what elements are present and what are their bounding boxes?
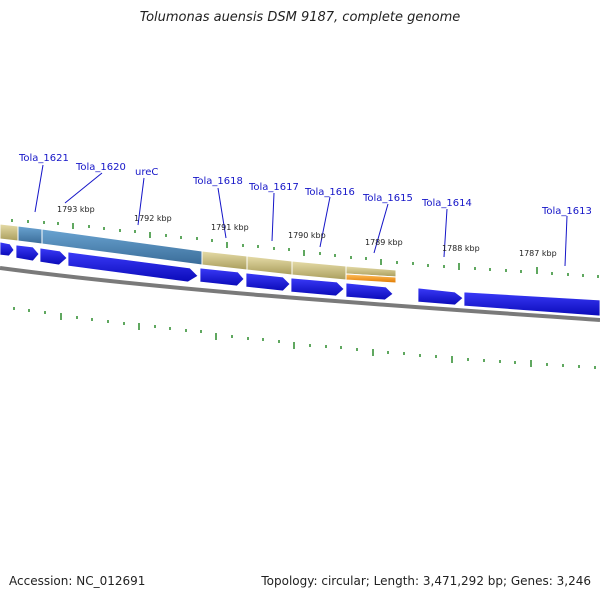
feature-tola-1615-orange	[345, 273, 397, 284]
genome-backbone	[0, 266, 600, 322]
gene-arrow-urec[interactable]	[67, 251, 199, 283]
feature-tola-1621[interactable]	[17, 225, 43, 245]
ruler-label-1790: 1790 kbp	[288, 231, 326, 240]
ruler-label-1788: 1788 kbp	[442, 244, 480, 253]
gene-arrow-tola-1617[interactable]	[245, 272, 291, 292]
gene-arrow-tola-1621[interactable]	[15, 244, 40, 262]
gene-labels: Tola_1621 Tola_1620 ureC Tola_1618 Tola_…	[18, 153, 592, 217]
gene-label-tola-1621[interactable]: Tola_1621	[18, 153, 69, 164]
feature-tola-1616[interactable]	[291, 260, 347, 281]
gene-arrow-tola-1613[interactable]	[463, 291, 600, 317]
gene-arrow-tola-1620[interactable]	[39, 247, 68, 266]
gene-label-tola-1615[interactable]: Tola_1615	[362, 193, 413, 204]
gene-label-tola-1614[interactable]: Tola_1614	[421, 198, 472, 209]
gene-label-tola-1620[interactable]: Tola_1620	[75, 162, 126, 173]
accession-text: Accession: NC_012691	[9, 574, 146, 588]
gene-arrow-tola-1618[interactable]	[199, 267, 245, 287]
ruler-label-1792: 1792 kbp	[134, 214, 172, 223]
ruler-label-1787: 1787 kbp	[519, 249, 557, 258]
genome-title: Tolumonas auensis DSM 9187, complete gen…	[139, 10, 461, 25]
gene-arrow-tola-1616[interactable]	[290, 277, 345, 297]
ruler-label-1789: 1789 kbp	[365, 238, 403, 247]
feature-tola-1617[interactable]	[246, 255, 293, 276]
outer-ruler-ticks	[11, 219, 599, 278]
gene-label-tola-1617[interactable]: Tola_1617	[248, 182, 299, 193]
ruler-labels: 1793 kbp 1792 kbp 1791 kbp 1790 kbp 1789…	[57, 205, 557, 258]
gene-arrow-tola-1615[interactable]	[345, 282, 394, 301]
gene-arrow-start[interactable]	[0, 241, 15, 257]
gene-label-tola-1618[interactable]: Tola_1618	[192, 176, 243, 187]
gene-arrow-tola-1614[interactable]	[417, 287, 464, 306]
gene-label-urec[interactable]: ureC	[135, 167, 158, 178]
feature-band	[0, 223, 397, 284]
ruler-label-1791: 1791 kbp	[211, 223, 249, 232]
feature-tola-1618[interactable]	[201, 250, 248, 271]
gene-leader-lines	[34, 164, 568, 267]
inner-ruler-ticks	[13, 307, 596, 369]
feature-tan-start[interactable]	[0, 223, 19, 242]
gene-arrows	[0, 241, 600, 317]
ruler-label-1793: 1793 kbp	[57, 205, 95, 214]
gene-label-tola-1616[interactable]: Tola_1616	[304, 187, 355, 198]
gene-label-tola-1613[interactable]: Tola_1613	[541, 206, 592, 217]
genome-summary-text: Topology: circular; Length: 3,471,292 bp…	[261, 574, 591, 588]
